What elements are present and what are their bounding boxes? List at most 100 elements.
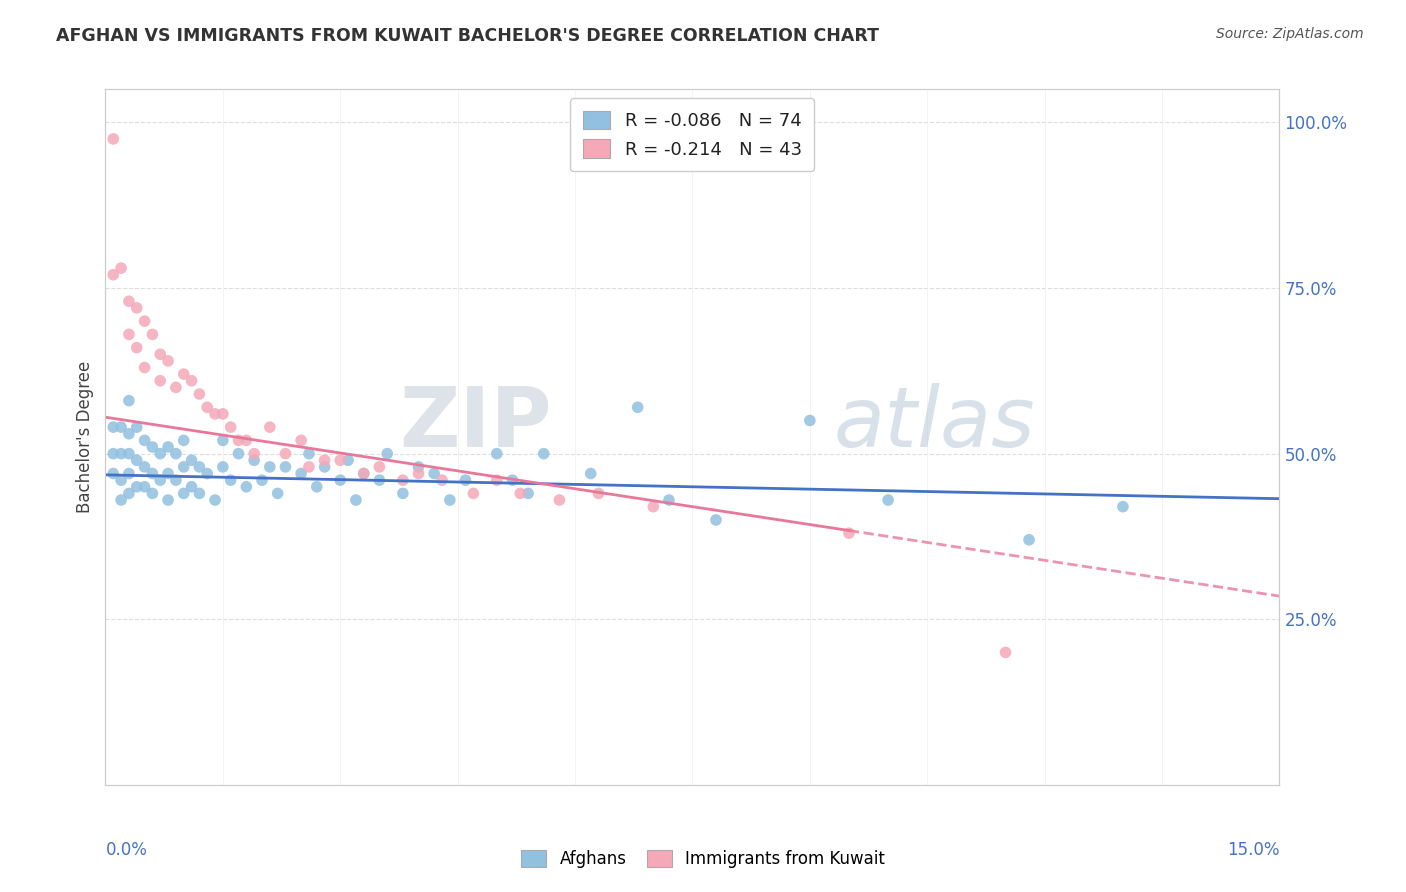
Point bbox=[329, 453, 352, 467]
Point bbox=[110, 473, 132, 487]
Point bbox=[704, 513, 727, 527]
Point bbox=[165, 380, 187, 394]
Point bbox=[149, 473, 172, 487]
Point bbox=[877, 493, 900, 508]
Point bbox=[118, 426, 141, 441]
Point bbox=[118, 327, 141, 342]
Point bbox=[368, 459, 391, 474]
Point bbox=[188, 459, 211, 474]
Point bbox=[799, 413, 821, 427]
Point bbox=[134, 434, 156, 448]
Point bbox=[219, 420, 242, 434]
Point bbox=[141, 440, 163, 454]
Point bbox=[408, 459, 430, 474]
Point bbox=[266, 486, 288, 500]
Point bbox=[485, 447, 508, 461]
Point bbox=[243, 447, 266, 461]
Point bbox=[165, 447, 187, 461]
Point bbox=[141, 486, 163, 500]
Point bbox=[658, 493, 681, 508]
Text: ZIP: ZIP bbox=[399, 383, 551, 464]
Point bbox=[259, 420, 281, 434]
Point bbox=[290, 467, 312, 481]
Legend: R = -0.086   N = 74, R = -0.214   N = 43: R = -0.086 N = 74, R = -0.214 N = 43 bbox=[571, 98, 814, 171]
Point bbox=[149, 447, 172, 461]
Point bbox=[228, 434, 250, 448]
Y-axis label: Bachelor's Degree: Bachelor's Degree bbox=[76, 361, 94, 513]
Point bbox=[125, 301, 148, 315]
Point bbox=[125, 453, 148, 467]
Point bbox=[353, 467, 375, 481]
Point bbox=[838, 526, 860, 541]
Point bbox=[204, 493, 226, 508]
Point bbox=[195, 401, 218, 415]
Point bbox=[228, 447, 250, 461]
Point bbox=[141, 327, 163, 342]
Text: AFGHAN VS IMMIGRANTS FROM KUWAIT BACHELOR'S DEGREE CORRELATION CHART: AFGHAN VS IMMIGRANTS FROM KUWAIT BACHELO… bbox=[56, 27, 879, 45]
Point bbox=[103, 420, 125, 434]
Point bbox=[375, 447, 398, 461]
Point bbox=[149, 347, 172, 361]
Text: 0.0%: 0.0% bbox=[105, 840, 148, 859]
Point bbox=[290, 434, 312, 448]
Point bbox=[141, 467, 163, 481]
Point bbox=[195, 467, 218, 481]
Point bbox=[274, 459, 297, 474]
Point bbox=[588, 486, 610, 500]
Point bbox=[408, 467, 430, 481]
Point bbox=[509, 486, 531, 500]
Point bbox=[157, 440, 180, 454]
Point bbox=[110, 447, 132, 461]
Point bbox=[627, 401, 650, 415]
Point bbox=[118, 467, 141, 481]
Point bbox=[305, 480, 328, 494]
Point bbox=[298, 459, 321, 474]
Point bbox=[344, 493, 367, 508]
Point bbox=[439, 493, 461, 508]
Text: Source: ZipAtlas.com: Source: ZipAtlas.com bbox=[1216, 27, 1364, 41]
Point bbox=[125, 341, 148, 355]
Point bbox=[103, 132, 125, 146]
Point bbox=[188, 486, 211, 500]
Point bbox=[118, 393, 141, 408]
Point bbox=[259, 459, 281, 474]
Point bbox=[368, 473, 391, 487]
Point bbox=[454, 473, 477, 487]
Point bbox=[204, 407, 226, 421]
Point bbox=[180, 453, 202, 467]
Point bbox=[173, 459, 195, 474]
Point bbox=[188, 387, 211, 401]
Point bbox=[235, 434, 257, 448]
Point bbox=[173, 367, 195, 381]
Point bbox=[1112, 500, 1135, 514]
Point bbox=[211, 434, 233, 448]
Point bbox=[298, 447, 321, 461]
Point bbox=[103, 268, 125, 282]
Point bbox=[110, 261, 132, 276]
Point bbox=[219, 473, 242, 487]
Point bbox=[180, 374, 202, 388]
Point bbox=[118, 447, 141, 461]
Point bbox=[643, 500, 665, 514]
Text: atlas: atlas bbox=[834, 383, 1035, 464]
Point bbox=[125, 480, 148, 494]
Point bbox=[994, 645, 1017, 659]
Point bbox=[110, 493, 132, 508]
Point bbox=[118, 294, 141, 309]
Point bbox=[430, 473, 453, 487]
Point bbox=[134, 314, 156, 328]
Point bbox=[501, 473, 523, 487]
Point bbox=[110, 420, 132, 434]
Point bbox=[157, 354, 180, 368]
Point bbox=[103, 447, 125, 461]
Point bbox=[134, 459, 156, 474]
Text: 15.0%: 15.0% bbox=[1227, 840, 1279, 859]
Legend: Afghans, Immigrants from Kuwait: Afghans, Immigrants from Kuwait bbox=[515, 843, 891, 875]
Point bbox=[423, 467, 446, 481]
Point bbox=[517, 486, 540, 500]
Point bbox=[463, 486, 485, 500]
Point bbox=[173, 486, 195, 500]
Point bbox=[353, 467, 375, 481]
Point bbox=[274, 447, 297, 461]
Point bbox=[1018, 533, 1040, 547]
